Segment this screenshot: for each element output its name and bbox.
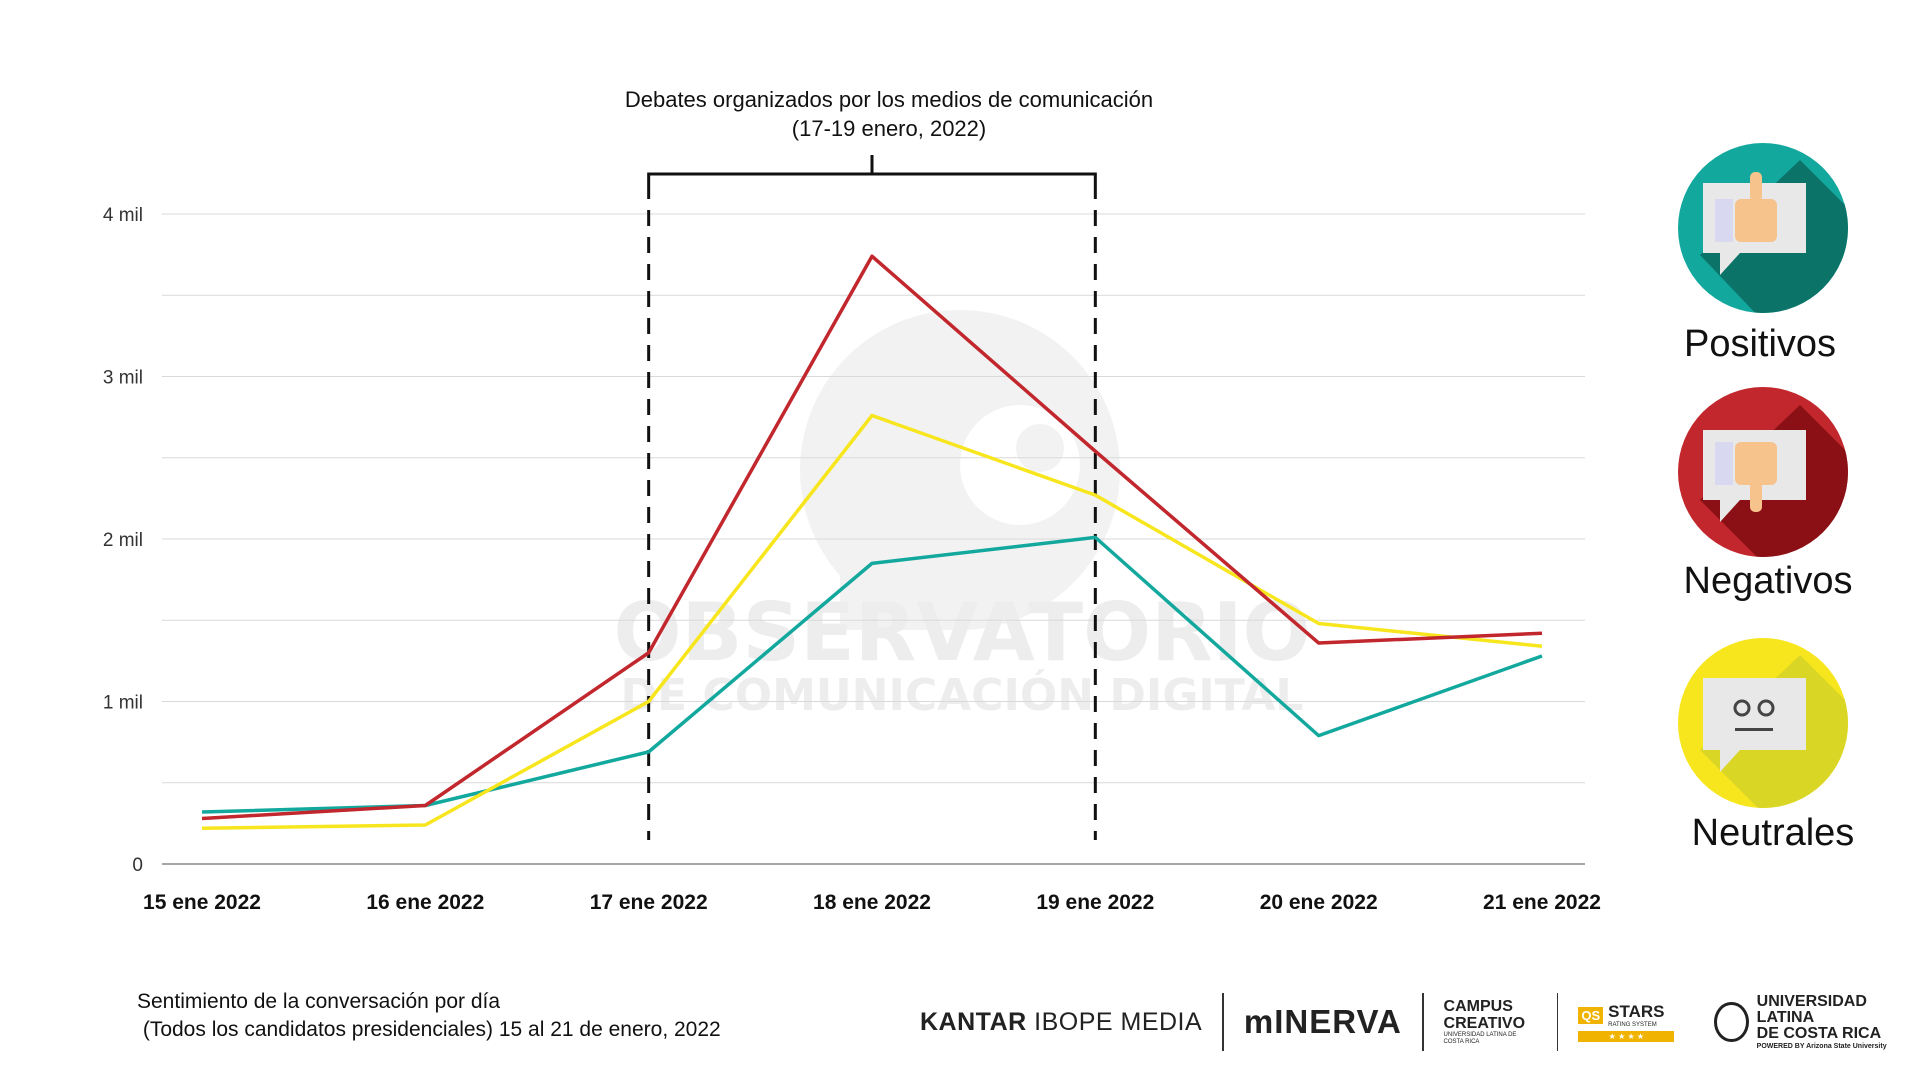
watermark: OBSERVATORIO DE COMUNICACIÓN DIGITAL (614, 310, 1311, 721)
annotation-line1: Debates organizados por los medios de co… (625, 87, 1153, 112)
bracket-top (647, 155, 1097, 183)
y-tick-label: 3 mil (103, 368, 143, 389)
ulat-sub: POWERED BY Arizona State University (1756, 1042, 1887, 1050)
legend-item-neutrales: Neutrales (1678, 638, 1855, 854)
debate-annotation: Debates organizados por los medios de co… (625, 87, 1153, 840)
qs-box: QS (1578, 1006, 1604, 1024)
y-tick-label: 4 mil (103, 205, 143, 226)
x-tick-label: 18 ene 2022 (813, 891, 931, 914)
qs-stars-logo: QS STARS RATING SYSTEM ★ ★ ★ ★ (1558, 990, 1694, 1054)
qs-sub: RATING SYSTEM (1608, 1022, 1657, 1028)
x-tick-label: 17 ene 2022 (590, 891, 708, 914)
ulat-line2: DE COSTA RICA (1756, 1024, 1882, 1042)
y-axis: 0 1 mil 2 mil 3 mil 4 mil (103, 205, 143, 876)
watermark-line2: DE COMUNICACIÓN DIGITAL (621, 668, 1304, 721)
y-tick-label: 1 mil (103, 693, 143, 714)
neutral-face-icon (1703, 678, 1806, 772)
watermark-line1: OBSERVATORIO (614, 586, 1311, 679)
x-tick-label: 15 ene 2022 (143, 891, 261, 914)
x-tick-label: 20 ene 2022 (1260, 891, 1378, 914)
globe-icon (1714, 1002, 1749, 1042)
logo-divider (1421, 993, 1424, 1051)
thumbs-down-icon (1703, 430, 1806, 522)
y-tick-label: 0 (132, 855, 143, 876)
campus-sub: UNIVERSIDAD LATINA DE COSTA RICA (1443, 1032, 1517, 1045)
campus-line1: CAMPUS (1443, 998, 1513, 1015)
qs-title: STARS (1608, 1002, 1665, 1021)
legend-label-negativos: Negativos (1684, 560, 1853, 602)
annotation-bracket (647, 155, 1097, 840)
sponsor-logos: KANTAR IBOPE MEDIA mINERVA CAMPUS CREATI… (900, 990, 1920, 1054)
legend-label-neutrales: Neutrales (1692, 812, 1855, 854)
chart-caption: Sentimiento de la conversación por día (… (137, 988, 721, 1044)
y-tick-label: 2 mil (103, 530, 143, 551)
grid-lines (162, 213, 1585, 865)
universidad-latina-logo: UNIVERSIDAD LATINA DE COSTA RICA POWERED… (1694, 990, 1920, 1054)
caption-line2: (Todos los candidatos presidenciales) 15… (137, 1018, 721, 1041)
series-line-neutrales (201, 413, 1543, 830)
logo-divider (1222, 993, 1224, 1051)
x-tick-label: 21 ene 2022 (1483, 891, 1601, 914)
legend-label-positivos: Positivos (1684, 323, 1836, 365)
ulat-line1: UNIVERSIDAD LATINA (1756, 992, 1867, 1026)
campus-creativo-logo: CAMPUS CREATIVO UNIVERSIDAD LATINA DE CO… (1424, 990, 1557, 1054)
kantar-bold: KANTAR (920, 1007, 1027, 1036)
x-tick-label: 19 ene 2022 (1036, 891, 1154, 914)
kantar-ibope-logo: KANTAR IBOPE MEDIA (900, 990, 1222, 1054)
campus-line2: CREATIVO (1443, 1015, 1526, 1032)
minerva-logo: mINERVA (1224, 990, 1422, 1054)
kantar-rest: IBOPE MEDIA (1026, 1007, 1203, 1036)
caption-line1: Sentimiento de la conversación por día (137, 990, 501, 1013)
annotation-line2: (17-19 enero, 2022) (792, 116, 986, 141)
legend-item-positivos: Positivos (1678, 143, 1848, 365)
x-axis: 15 ene 2022 16 ene 2022 17 ene 2022 18 ene … (143, 891, 1601, 914)
minerva-text: mINERVA (1243, 1003, 1402, 1040)
legend-item-negativos: Negativos (1678, 387, 1853, 602)
thumbs-up-icon (1703, 172, 1806, 275)
series-lines (201, 254, 1543, 830)
logo-divider (1556, 993, 1559, 1051)
legend: Positivos Negativos (1678, 143, 1855, 854)
qs-stars-bar: ★ ★ ★ ★ (1578, 1031, 1675, 1042)
x-tick-label: 16 ene 2022 (366, 891, 484, 914)
series-line-negativos (201, 254, 1543, 821)
